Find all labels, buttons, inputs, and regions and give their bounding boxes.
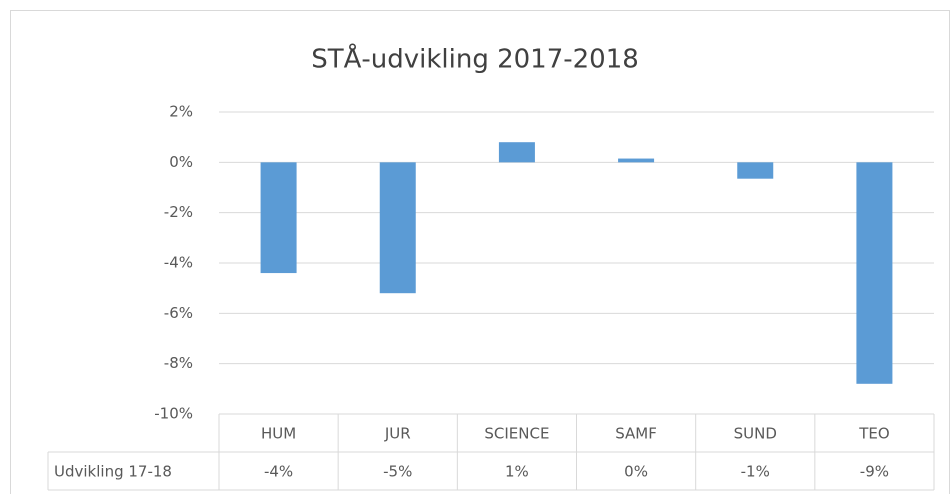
value-label: -5% <box>383 463 412 481</box>
value-label: -1% <box>741 463 770 481</box>
legend-label: Udvikling 17-18 <box>54 463 172 481</box>
x-tick-label: TEO <box>858 425 889 443</box>
bar <box>618 158 655 163</box>
y-tick-label: -4% <box>164 254 193 272</box>
bar <box>379 162 416 294</box>
y-tick-label: 2% <box>169 103 193 121</box>
bar <box>856 162 893 384</box>
value-label: 1% <box>505 463 529 481</box>
y-tick-label: -6% <box>164 304 193 322</box>
bar <box>498 142 535 163</box>
chart-border <box>10 10 950 494</box>
y-tick-label: 0% <box>169 153 193 171</box>
bar <box>737 162 774 179</box>
chart-title: STÅ-udvikling 2017-2018 <box>311 43 639 75</box>
value-label: -9% <box>860 463 889 481</box>
x-tick-label: SUND <box>734 425 777 443</box>
y-tick-label: -2% <box>164 203 193 221</box>
x-tick-label: HUM <box>261 425 296 443</box>
value-label: 0% <box>624 463 648 481</box>
value-label: -4% <box>264 463 293 481</box>
y-tick-label: -10% <box>154 405 193 423</box>
bar <box>260 162 297 274</box>
x-tick-label: SCIENCE <box>484 425 549 443</box>
x-tick-label: JUR <box>384 425 411 443</box>
x-tick-label: SAMF <box>615 425 657 443</box>
y-tick-label: -8% <box>164 354 193 372</box>
